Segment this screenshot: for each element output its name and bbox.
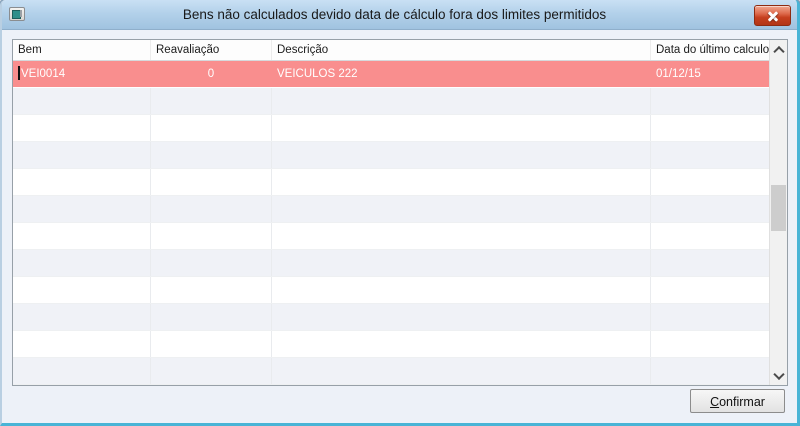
table-cell	[651, 142, 769, 168]
table-cell	[272, 223, 651, 249]
table-cell	[13, 169, 151, 195]
table-row[interactable]	[13, 277, 769, 304]
table-row[interactable]	[13, 169, 769, 196]
table-row[interactable]	[13, 358, 769, 385]
table-cell: 0	[207, 68, 215, 80]
column-header[interactable]: Descrição	[272, 40, 651, 60]
table-cell	[272, 142, 651, 168]
table-cell	[151, 304, 272, 330]
scrollbar-track[interactable]	[770, 59, 787, 366]
table-cell	[151, 223, 272, 249]
scroll-up-button[interactable]	[770, 40, 787, 59]
table-cell	[13, 277, 151, 303]
table-cell	[272, 304, 651, 330]
table-cell	[13, 142, 151, 168]
table-cell	[272, 250, 651, 276]
table-row[interactable]	[13, 142, 769, 169]
table-cell	[151, 277, 272, 303]
table-row-selected[interactable]: VEI0014 0 VEICULOS 222 01/12/15	[13, 61, 769, 88]
table-cell	[651, 88, 769, 114]
table-cell	[13, 115, 151, 141]
table-row[interactable]	[13, 331, 769, 358]
table-cell	[151, 142, 272, 168]
table-cell	[151, 169, 272, 195]
table-cell: VEI0014	[13, 61, 151, 87]
table-cell	[651, 331, 769, 357]
table-cell	[13, 358, 151, 384]
table-row[interactable]	[13, 115, 769, 142]
close-button[interactable]	[754, 5, 791, 26]
table-cell	[13, 88, 151, 114]
table-row[interactable]	[13, 250, 769, 277]
vertical-scrollbar[interactable]	[769, 40, 787, 385]
table-cell	[651, 304, 769, 330]
column-header[interactable]: Bem	[13, 40, 151, 60]
chevron-up-icon	[772, 45, 785, 57]
table-cell	[13, 196, 151, 222]
column-header[interactable]: Data do último calculo	[656, 44, 769, 56]
confirm-button[interactable]: Confirmar	[690, 389, 785, 413]
table-cell	[651, 115, 769, 141]
table-cell	[272, 88, 651, 114]
scroll-down-button[interactable]	[770, 366, 787, 385]
table-cell	[272, 196, 651, 222]
grid-body: VEI0014 0 VEICULOS 222 01/12/15	[13, 61, 769, 385]
grid-header: Bem Reavaliação Descrição Data do último ca…	[13, 40, 769, 61]
table-cell	[651, 223, 769, 249]
text-caret	[18, 65, 20, 80]
close-icon	[767, 10, 779, 22]
table-row[interactable]	[13, 223, 769, 250]
grid-content: Bem Reavaliação Descrição Data do último ca…	[13, 40, 769, 385]
table-cell	[13, 331, 151, 357]
table-cell	[151, 115, 272, 141]
table-cell	[151, 88, 272, 114]
app-window-icon	[9, 7, 25, 21]
column-header[interactable]: Reavaliação	[151, 40, 272, 60]
table-cell	[651, 358, 769, 384]
table-cell	[651, 250, 769, 276]
table-cell	[651, 169, 769, 195]
table-cell	[651, 196, 769, 222]
table-cell	[272, 358, 651, 384]
table-row[interactable]	[13, 196, 769, 223]
table-cell	[151, 358, 272, 384]
table-cell	[151, 250, 272, 276]
table-cell	[272, 331, 651, 357]
titlebar[interactable]: Bens não calculados devido data de cálcu…	[2, 0, 797, 30]
table-cell	[13, 250, 151, 276]
table-cell: 01/12/15	[656, 68, 701, 80]
assets-grid: Bem Reavaliação Descrição Data do último ca…	[12, 39, 788, 386]
table-cell: VEICULOS 222	[277, 68, 358, 80]
chevron-down-icon	[772, 368, 785, 380]
table-cell	[272, 169, 651, 195]
table-cell	[272, 115, 651, 141]
table-cell	[13, 223, 151, 249]
table-cell	[272, 277, 651, 303]
dialog-title: Bens não calculados devido data de cálcu…	[182, 7, 607, 22]
table-row[interactable]	[13, 88, 769, 115]
table-cell	[13, 304, 151, 330]
scrollbar-thumb[interactable]	[771, 185, 786, 231]
table-cell	[151, 331, 272, 357]
table-cell	[151, 196, 272, 222]
table-cell	[651, 277, 769, 303]
table-row[interactable]	[13, 304, 769, 331]
